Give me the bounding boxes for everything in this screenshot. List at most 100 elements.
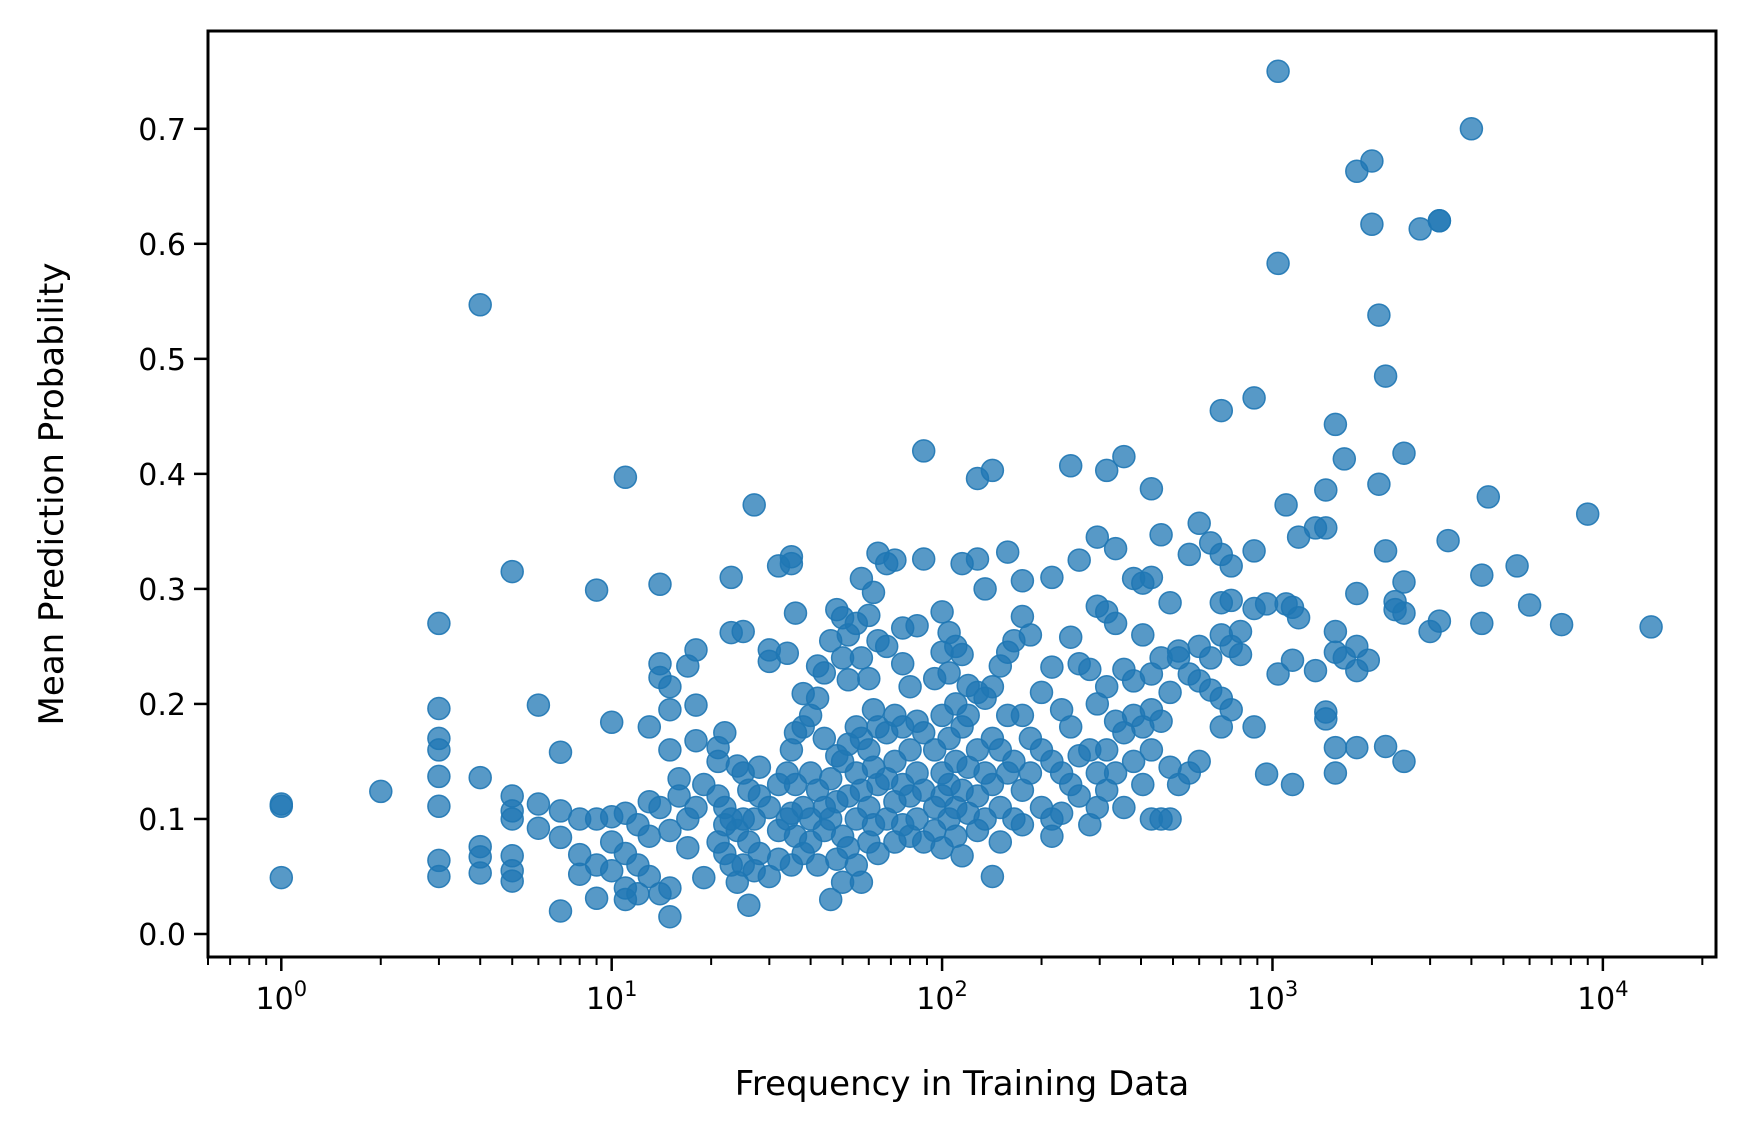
- data-point: [1392, 601, 1416, 625]
- data-point: [944, 824, 968, 848]
- y-tick-label: 0.5: [138, 343, 186, 378]
- data-point: [584, 578, 609, 602]
- data-point: [1112, 444, 1136, 469]
- y-tick-label: 0.6: [138, 228, 186, 263]
- data-point: [1103, 536, 1128, 561]
- data-point: [1029, 680, 1054, 705]
- data-point: [1158, 590, 1182, 615]
- data-point: [684, 795, 708, 820]
- data-point: [613, 465, 638, 490]
- data-point: [526, 816, 551, 840]
- data-point: [1103, 761, 1128, 785]
- data-point: [866, 841, 890, 866]
- data-point: [1158, 680, 1182, 705]
- data-point: [1286, 605, 1311, 630]
- data-point: [1139, 738, 1164, 762]
- data-point: [584, 886, 609, 911]
- data-point: [747, 755, 772, 779]
- data-point: [1040, 565, 1064, 590]
- data-point: [692, 865, 716, 890]
- data-point: [1392, 570, 1416, 594]
- data-point: [427, 864, 451, 889]
- data-point: [1427, 209, 1452, 233]
- data-point: [369, 779, 393, 804]
- data-point: [713, 720, 737, 745]
- data-point: [500, 807, 524, 831]
- data-point: [1360, 212, 1384, 237]
- data-point: [1505, 554, 1529, 578]
- data-point: [1280, 648, 1305, 672]
- data-point: [548, 899, 573, 923]
- data-point: [1274, 493, 1298, 517]
- x-tick-label: 103: [1247, 977, 1299, 1017]
- x-tick-label: 104: [1577, 977, 1629, 1017]
- data-point: [1360, 149, 1384, 173]
- data-point: [1323, 761, 1348, 785]
- data-points: [269, 59, 1663, 929]
- data-point: [1314, 707, 1338, 731]
- data-point: [548, 740, 573, 764]
- data-point: [930, 600, 954, 624]
- data-point: [956, 703, 980, 728]
- data-point: [1094, 738, 1119, 762]
- data-point: [818, 766, 843, 791]
- data-point: [857, 603, 881, 628]
- data-point: [269, 794, 294, 819]
- data-point: [427, 696, 451, 721]
- data-point: [1549, 612, 1574, 637]
- data-point: [1067, 548, 1091, 572]
- data-point: [1266, 662, 1290, 686]
- data-point: [1373, 364, 1398, 388]
- data-point: [1254, 592, 1279, 616]
- data-point: [849, 646, 874, 670]
- data-point: [1002, 749, 1026, 774]
- data-point: [648, 795, 672, 820]
- data-point: [980, 674, 1005, 699]
- data-point: [1470, 611, 1494, 636]
- data-point: [1314, 516, 1338, 540]
- data-point: [468, 765, 492, 790]
- data-point: [1010, 569, 1035, 593]
- data-point: [500, 869, 524, 893]
- data-point: [1254, 762, 1279, 786]
- data-point: [1058, 715, 1083, 739]
- data-point: [1345, 735, 1369, 760]
- y-axis-title: Mean Prediction Probability: [32, 263, 72, 726]
- data-point: [1266, 59, 1290, 84]
- data-point: [988, 830, 1013, 854]
- data-point: [1187, 749, 1211, 774]
- data-point: [898, 674, 922, 699]
- data-point: [980, 458, 1005, 483]
- data-point: [599, 710, 624, 735]
- data-point: [1323, 619, 1348, 644]
- data-point: [805, 686, 830, 710]
- data-point: [1131, 772, 1155, 797]
- data-point: [742, 493, 766, 517]
- data-point: [658, 818, 682, 843]
- data-point: [468, 293, 492, 317]
- data-point: [1121, 749, 1146, 774]
- data-point: [1459, 117, 1484, 141]
- data-point: [1058, 454, 1083, 478]
- data-point: [1436, 528, 1460, 553]
- data-point: [1392, 749, 1416, 774]
- data-point: [1266, 251, 1290, 276]
- y-tick-label: 0.3: [138, 573, 186, 608]
- data-point: [667, 784, 691, 808]
- data-point: [658, 738, 682, 762]
- data-point: [1323, 735, 1348, 760]
- data-point: [1166, 646, 1191, 670]
- data-point: [1280, 772, 1305, 797]
- y-tick-label: 0.4: [138, 458, 186, 493]
- data-point: [1219, 697, 1243, 722]
- data-point: [427, 764, 451, 789]
- data-point: [1010, 703, 1035, 728]
- data-point: [911, 439, 936, 463]
- data-point: [1139, 477, 1164, 501]
- data-point: [775, 641, 800, 666]
- data-point: [648, 572, 672, 597]
- y-tick-label: 0.2: [138, 688, 186, 723]
- data-point: [950, 844, 974, 868]
- data-point: [1314, 478, 1338, 502]
